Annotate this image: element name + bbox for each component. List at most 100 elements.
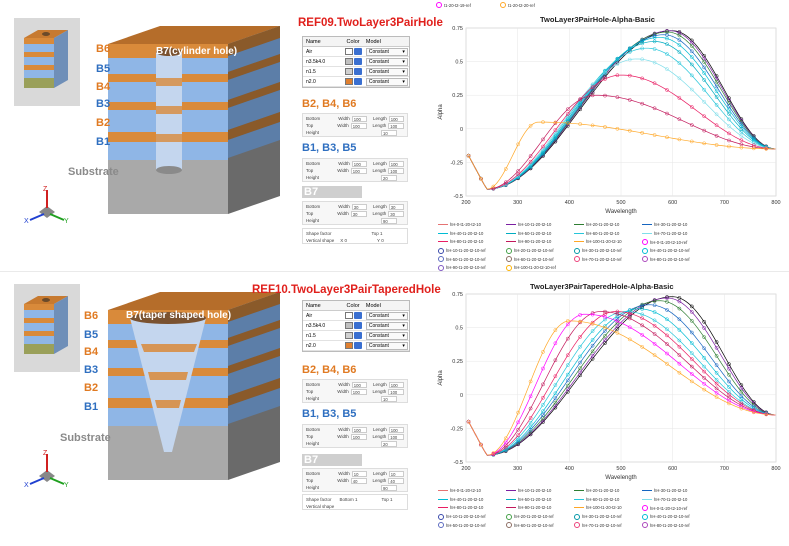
width-field[interactable]: 100 [351,381,367,388]
color-swatch[interactable] [344,48,353,55]
chart-title-bottom: TwoLayer3PairTaperedHole-Alpha-Basic [530,282,674,291]
length-field[interactable]: 100 [388,433,404,440]
series-marker [503,445,508,450]
color-dropdown-icon[interactable] [353,58,362,65]
material-row[interactable]: n3.5k4.0 Constant ▾ [303,321,409,331]
model-select[interactable]: Constant ▾ [365,77,408,86]
series-marker [640,131,645,135]
color-swatch[interactable] [344,78,353,85]
series-marker [640,41,645,46]
color-dropdown-icon[interactable] [353,78,362,85]
length-field[interactable]: 100 [388,167,404,174]
legend-label: hH-100-t1-20-t2-10 [586,239,622,244]
layer-label-b6: B6 [96,43,111,55]
color-dropdown-icon[interactable] [353,312,362,319]
width-field[interactable]: 10 [351,470,367,477]
color-swatch[interactable] [344,342,353,349]
length-field[interactable]: 10 [388,470,404,477]
material-table-top[interactable]: Name Color Model Air Constant ▾ n3.5k4.0 … [302,36,410,88]
height-field[interactable]: 90 [381,217,398,224]
material-table-bottom[interactable]: Name Color Model Air Constant ▾ n3.5k4.0 … [302,300,410,352]
length-field[interactable]: 30 [388,210,404,217]
series-marker [627,50,632,54]
series-marker [640,39,645,44]
model-select[interactable]: Constant ▾ [365,47,408,56]
model-select[interactable]: Constant ▾ [365,321,408,330]
series-marker [714,390,719,395]
material-row[interactable]: Air Constant ▾ [303,311,409,321]
legend-label: hH-40-t1-20-t2-10-ref [650,248,690,253]
model-select[interactable]: Constant ▾ [365,311,408,320]
model-select[interactable]: Constant ▾ [365,57,408,66]
length-field[interactable]: 100 [388,426,404,433]
color-swatch[interactable] [344,312,353,319]
length-field[interactable]: 100 [388,388,404,395]
width-field[interactable]: 100 [350,167,367,174]
color-swatch[interactable] [344,332,353,339]
legend-item: hH-50-t1-20-t2-10 [506,231,551,236]
x-tick-label: 800 [771,466,780,472]
color-swatch[interactable] [344,58,353,65]
series-marker [665,308,669,312]
material-row[interactable]: n2.0 Constant ▾ [303,77,409,87]
series-marker [689,310,694,314]
series-marker [689,73,694,78]
series-marker [603,125,607,129]
length-field[interactable]: 100 [388,115,404,122]
legend-swatch [642,522,648,528]
height-field[interactable]: 20 [381,440,398,447]
legend-label: hH-30-t1-20-t2-10 [654,222,688,227]
width-field[interactable]: 100 [351,426,367,433]
series-marker [714,95,719,99]
dims-b246-top: Bottom Width 100 Length 100 Top Width 100 Lengt… [302,113,408,137]
model-select[interactable]: Constant ▾ [365,67,408,76]
x-axis-label: Wavelength [605,475,636,481]
color-swatch[interactable] [344,322,353,329]
color-dropdown-icon[interactable] [353,68,362,75]
series-marker [677,50,682,54]
series-marker [727,395,731,400]
material-row[interactable]: n2.0 Constant ▾ [303,341,409,351]
height-field[interactable]: 10 [381,395,398,402]
height-field[interactable]: 20 [381,174,398,181]
series-marker [615,73,620,78]
model-select[interactable]: Constant ▾ [365,341,408,350]
width-field[interactable]: 30 [351,203,367,210]
material-row[interactable]: Air Constant ▾ [303,47,409,57]
material-row[interactable]: n1.5 Constant ▾ [303,331,409,341]
y-axis-label: Alpha [438,370,444,386]
color-dropdown-icon[interactable] [353,48,362,55]
legend-swatch [506,498,516,500]
model-select[interactable]: Constant ▾ [365,331,408,340]
series-marker [727,385,731,389]
width-field[interactable]: 100 [350,388,367,395]
width-field[interactable]: 100 [351,115,367,122]
color-dropdown-icon[interactable] [353,322,362,329]
height-field[interactable]: 90 [381,484,398,491]
material-row[interactable]: n1.5 Constant ▾ [303,67,409,77]
length-field[interactable]: 100 [388,160,404,167]
width-field[interactable]: 40 [350,477,367,484]
length-field[interactable]: 30 [388,203,404,210]
material-row[interactable]: n3.5k4.0 Constant ▾ [303,57,409,67]
color-swatch[interactable] [344,68,353,75]
color-dropdown-icon[interactable] [353,342,362,349]
series-marker [665,33,669,37]
length-field[interactable]: 100 [388,381,404,388]
width-field[interactable]: 100 [350,122,367,129]
legend-swatch [574,498,584,500]
y-tick-label: 0.5 [455,60,463,66]
series-marker [615,309,620,314]
legend-swatch [438,498,448,500]
height-field[interactable]: 10 [381,129,398,136]
series-marker [702,369,707,374]
series-marker [739,130,744,134]
width-field[interactable]: 100 [350,433,367,440]
color-dropdown-icon[interactable] [353,332,362,339]
length-field[interactable]: 100 [388,122,404,129]
width-field[interactable]: 100 [351,160,367,167]
length-field[interactable]: 40 [388,477,404,484]
series-marker [702,65,707,70]
width-field[interactable]: 30 [350,210,367,217]
series-marker [603,93,607,98]
